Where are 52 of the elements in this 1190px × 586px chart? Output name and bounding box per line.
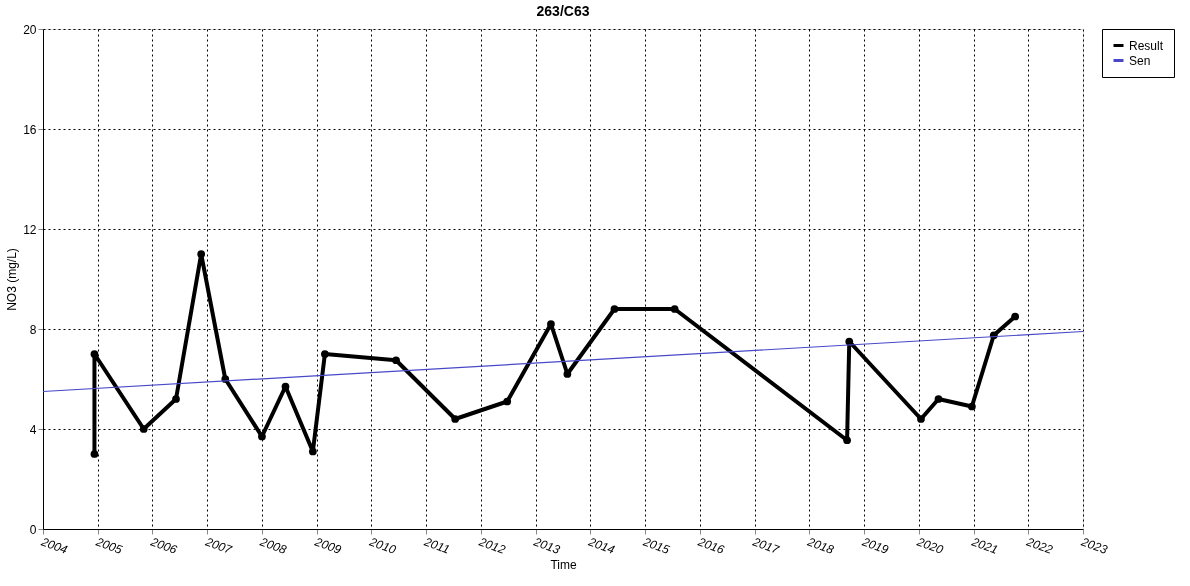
y-tick-label: 12 — [23, 222, 37, 237]
point — [258, 432, 266, 441]
x-tick-label: 2013 — [531, 534, 563, 558]
x-tick-label: 2022 — [1023, 534, 1055, 558]
x-tick-label: 2016 — [695, 534, 727, 558]
x-tick-label: 2005 — [93, 534, 125, 558]
y-tick-label: 0 — [29, 522, 37, 537]
point — [968, 402, 976, 411]
point — [392, 356, 400, 365]
point — [139, 425, 148, 433]
x-tick-label: 2014 — [585, 534, 617, 558]
x-axis-title: Time — [550, 557, 577, 572]
chart-title: 263/C63 — [536, 3, 590, 19]
point — [843, 436, 851, 445]
point — [90, 450, 99, 458]
point — [563, 370, 572, 378]
x-tick-label: 2021 — [968, 534, 1000, 557]
point — [610, 305, 619, 313]
legend-label: Result — [1129, 38, 1164, 53]
x-tick-label: 2008 — [257, 534, 289, 558]
x-tick-label: 2018 — [804, 534, 836, 558]
point — [1011, 312, 1019, 321]
x-tick-label: 2011 — [421, 534, 452, 557]
y-axis-title: NO3 (mg/L) — [5, 248, 20, 311]
x-tick-label: 2023 — [1078, 534, 1110, 558]
y-tick-label: 8 — [29, 322, 37, 337]
x-tick-label: 2007 — [202, 534, 235, 558]
point — [547, 320, 555, 328]
x-tick-label: 2009 — [312, 534, 344, 558]
point — [281, 382, 290, 391]
point — [934, 395, 943, 403]
x-tick-label: 2012 — [476, 534, 508, 558]
y-tick-label: 16 — [23, 122, 37, 137]
x-tick-label: 2019 — [859, 534, 891, 558]
point — [90, 350, 99, 358]
x-tick-label: 2004 — [38, 534, 70, 558]
point — [308, 447, 317, 456]
x-tick-label: 2020 — [914, 534, 946, 558]
point — [670, 305, 679, 313]
y-tick-label: 4 — [29, 422, 37, 437]
x-tick-label: 2017 — [750, 534, 783, 558]
point — [197, 250, 206, 258]
point — [451, 415, 460, 423]
y-tick-label: 20 — [23, 22, 37, 37]
point — [503, 397, 512, 406]
point — [172, 395, 180, 403]
x-tick-label: 2006 — [147, 534, 180, 558]
x-tick-label: 2010 — [366, 534, 398, 558]
point — [321, 350, 329, 358]
legend-label: Sen — [1129, 53, 1151, 68]
x-tick-label: 2015 — [640, 534, 672, 558]
point — [917, 415, 925, 423]
